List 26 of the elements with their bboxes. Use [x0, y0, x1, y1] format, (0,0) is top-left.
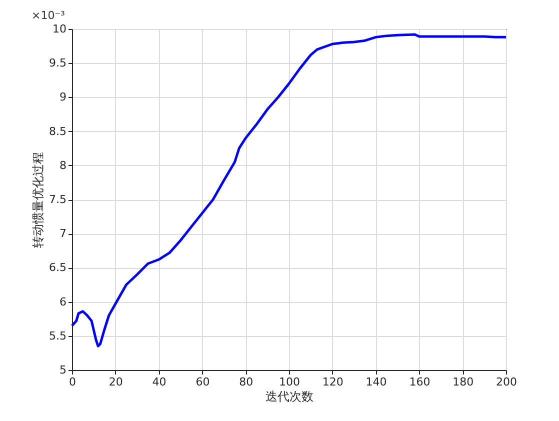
y-axis-title: 转动惯量优化过程 — [31, 152, 46, 248]
y-tick-label: 7 — [60, 227, 66, 240]
line-series — [70, 33, 508, 348]
x-tick-label: 40 — [152, 376, 166, 388]
x-tick-label: 140 — [366, 376, 387, 388]
y-tick-label: 6 — [60, 295, 66, 308]
x-tick-label: 60 — [196, 376, 210, 388]
y-tick-label: 5 — [60, 364, 66, 376]
text: ×10⁻³ — [32, 9, 65, 22]
x-axis-title: 迭代次数 — [266, 390, 314, 404]
x-tick-label: 160 — [409, 376, 430, 388]
x-tick-label: 0 — [69, 376, 76, 388]
y-tick-label: 10 — [52, 22, 66, 36]
y-tick-label: 8.5 — [49, 124, 66, 138]
y-tick-label: 6.5 — [49, 261, 66, 274]
y-tick-label: 9 — [60, 90, 66, 104]
x-tick-label: 80 — [239, 376, 254, 388]
x-tick-label: 20 — [108, 376, 123, 388]
x-tick-label: 100 — [279, 376, 300, 388]
y-tick-label: 9.5 — [49, 56, 66, 70]
x-tick-label: 180 — [452, 376, 474, 388]
y-tick-label: 7.5 — [49, 193, 66, 206]
x-tick-label: 120 — [322, 376, 344, 388]
y-tick-label: 5.5 — [49, 329, 66, 342]
y-tick-label: 8 — [60, 158, 66, 172]
x-tick-label: 200 — [496, 376, 517, 388]
